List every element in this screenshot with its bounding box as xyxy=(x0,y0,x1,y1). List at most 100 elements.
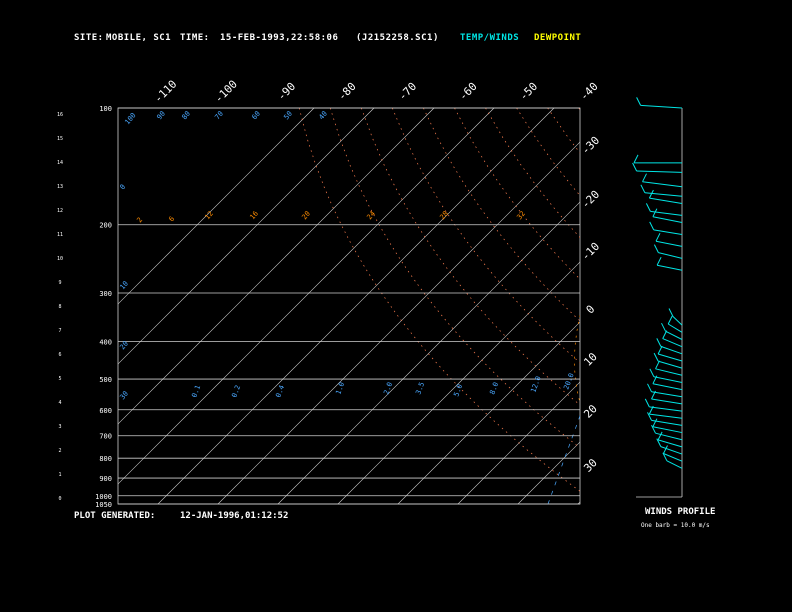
wind-barb xyxy=(642,181,683,188)
dry-adiabat-line xyxy=(423,108,580,322)
mixing-ratio-label: 5.0 xyxy=(452,383,464,398)
moist-adiabat-label: 12 xyxy=(203,210,215,222)
time-label: TIME: xyxy=(180,33,210,43)
height-tick-label: 16 xyxy=(57,112,63,118)
mixing-ratio-label: 3.5 xyxy=(414,381,426,396)
mixing-ratio-label: 8.0 xyxy=(488,381,500,396)
skewed-isotherms xyxy=(118,108,792,504)
dry-adiabat-line xyxy=(360,108,580,406)
wind-barb xyxy=(644,192,683,197)
isotherm-line xyxy=(118,108,315,305)
wind-barb xyxy=(655,432,683,441)
height-tick-label: 13 xyxy=(57,184,63,190)
winds-profile-note: One barb = 10.0 m/s xyxy=(641,522,710,529)
wind-barb-feather xyxy=(633,154,639,164)
pressure-tick-label: 300 xyxy=(99,290,112,298)
pressure-tick-label: 100 xyxy=(99,105,112,113)
wind-barb xyxy=(657,353,683,362)
wind-barb-feather xyxy=(642,173,647,182)
wind-barb-feather xyxy=(655,360,660,370)
height-tick-label: 7 xyxy=(58,328,61,334)
mixing-ratio-label: 20.0 xyxy=(562,372,575,391)
right-temperature-tick: 30 xyxy=(581,456,600,475)
moist-adiabat-line xyxy=(754,225,792,504)
right-temperature-tick: 20 xyxy=(581,402,600,421)
theta-label: 90 xyxy=(155,110,167,122)
height-tick-label: 12 xyxy=(57,208,63,214)
dry-adiabat-line xyxy=(641,108,792,502)
top-temperature-tick: -40 xyxy=(577,80,600,103)
wind-barb-feather xyxy=(653,352,659,362)
pressure-tick-label: 200 xyxy=(99,222,112,230)
moist-adiabat-label: 16 xyxy=(248,210,260,222)
wind-barb-feather xyxy=(661,322,666,332)
moist-adiabat-label: 32 xyxy=(515,210,527,222)
wind-barb xyxy=(657,439,683,448)
pressure-tick-label: 1050 xyxy=(95,501,112,509)
wind-barbs xyxy=(632,97,683,469)
wind-barb xyxy=(653,229,683,235)
dewpoint-line xyxy=(624,108,792,496)
dry-adiabat-line xyxy=(329,108,580,449)
wind-barb-feather xyxy=(644,398,650,408)
height-tick-label: 8 xyxy=(58,304,61,310)
wind-barb-feather xyxy=(636,97,642,106)
wind-barb-feather xyxy=(640,184,646,194)
mixing-ratio-label: 0.4 xyxy=(274,384,286,399)
site-value: MOBILE, SC1 xyxy=(106,33,172,43)
plot-frame xyxy=(117,107,581,505)
isotherm-line xyxy=(638,108,792,504)
mixing-ratio-line xyxy=(758,410,792,504)
wind-barb xyxy=(656,264,683,271)
plot-generated-label: PLOT GENERATED: xyxy=(74,511,156,521)
wind-barb xyxy=(636,170,683,173)
isotherm-line xyxy=(277,201,580,504)
wind-barb-feather xyxy=(656,338,662,347)
wind-barb xyxy=(651,391,683,398)
dry-adiabat-label: 30 xyxy=(118,390,130,402)
top-temperature-tick: -60 xyxy=(456,80,479,103)
dry-adiabat-line xyxy=(298,108,580,492)
wind-barb xyxy=(652,426,683,434)
wind-barb-feather xyxy=(647,412,652,421)
mixing-ratio-label: 0.1 xyxy=(190,384,202,399)
wind-barb xyxy=(651,419,683,426)
mixing-ratio-line xyxy=(674,410,708,504)
wind-barb-feather xyxy=(662,452,668,462)
dry-adiabat-line xyxy=(703,108,792,502)
height-tick-label: 11 xyxy=(57,232,63,238)
height-tick-label: 2 xyxy=(58,448,61,454)
isotherm-line xyxy=(758,108,792,504)
mixing-ratio-line xyxy=(722,410,756,504)
isotherm-line xyxy=(118,108,375,365)
isotherm-line xyxy=(337,261,580,504)
wind-barb xyxy=(651,398,683,405)
dry-adiabat-line xyxy=(516,108,580,197)
moist-adiabat-line xyxy=(780,225,792,504)
pressure-tick-label: 800 xyxy=(99,455,112,463)
wind-barb xyxy=(652,216,683,224)
dry-adiabat-line xyxy=(485,108,580,239)
height-tick-label: 10 xyxy=(57,256,63,262)
isotherm-line xyxy=(698,108,792,504)
isotherm-line xyxy=(397,321,580,504)
wind-barb xyxy=(653,376,683,383)
height-tick-label: 9 xyxy=(58,280,61,286)
mixing-ratio-label: 1.0 xyxy=(334,381,346,396)
wind-barb xyxy=(655,240,683,247)
wind-barb-feather xyxy=(668,308,674,317)
time-value: 15-FEB-1993,22:58:06 xyxy=(220,33,339,43)
wind-barb-feather xyxy=(652,418,658,427)
wind-barb-feather xyxy=(632,162,638,172)
mixing-ratio-label: 0.2 xyxy=(230,384,242,399)
wind-barb xyxy=(663,453,683,462)
pressure-tick-label: 400 xyxy=(99,338,112,346)
right-temperature-tick: 10 xyxy=(581,350,600,369)
pressure-tick-label: 1000 xyxy=(95,493,112,501)
wind-barb xyxy=(657,360,683,369)
wind-barb-feather xyxy=(647,383,652,393)
wind-barb-feather xyxy=(652,375,658,384)
wind-barb-feather xyxy=(645,203,651,212)
right-temperature-tick: -10 xyxy=(579,240,602,263)
